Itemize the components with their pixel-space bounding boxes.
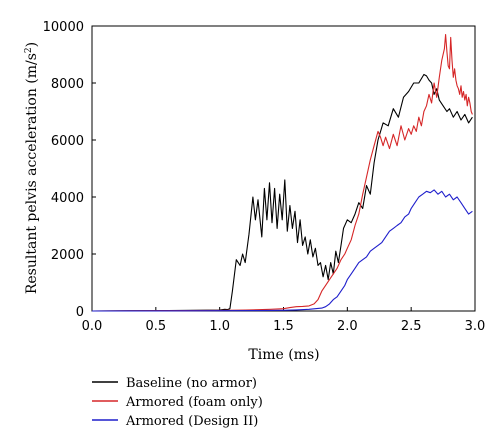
x-tick-label: 3.0 — [465, 319, 486, 334]
legend-label-baseline-no-armor: Baseline (no armor) — [126, 376, 257, 391]
x-tick-label: 1.0 — [209, 319, 230, 334]
legend: Baseline (no armor) Armored (foam only) Ar… — [92, 376, 263, 429]
legend-label-armored-foam-only: Armored (foam only) — [125, 395, 263, 410]
y-tick-label: 2000 — [51, 248, 84, 263]
series-line-baseline-no-armor — [91, 73, 473, 312]
series-line-armored-foam-only — [91, 34, 473, 312]
y-axis-title: Resultant pelvis acceleration (m/s2) — [24, 42, 40, 294]
series-line-armored-design-ii — [91, 189, 473, 312]
y-tick-label: 6000 — [51, 134, 84, 149]
y-tick-label: 0 — [76, 305, 84, 320]
x-tick-label: 0.0 — [82, 319, 103, 334]
axes-layer: 0.0 0.5 1.0 1.5 2.0 2.5 3.0 0 2000 4000 6000 8000 10… — [43, 20, 486, 334]
y-axis-title-superscript: 2 — [24, 47, 34, 53]
plot-frame — [91, 25, 476, 312]
y-tick-label: 8000 — [51, 77, 84, 92]
x-tick-label: 1.5 — [273, 319, 294, 334]
legend-label-armored-design-ii: Armored (Design II) — [125, 414, 258, 429]
y-axis-title-suffix: ) — [24, 42, 40, 47]
y-tick-label: 4000 — [51, 191, 84, 206]
x-tick-label: 0.5 — [145, 319, 166, 334]
labels-layer: Time (ms) Resultant pelvis acceleration … — [24, 42, 320, 363]
y-tick-label: 10000 — [43, 20, 84, 35]
x-axis-title: Time (ms) — [248, 347, 319, 363]
x-tick-label: 2.5 — [401, 319, 422, 334]
series-layer — [91, 34, 473, 312]
x-tick-label: 2.0 — [337, 319, 358, 334]
